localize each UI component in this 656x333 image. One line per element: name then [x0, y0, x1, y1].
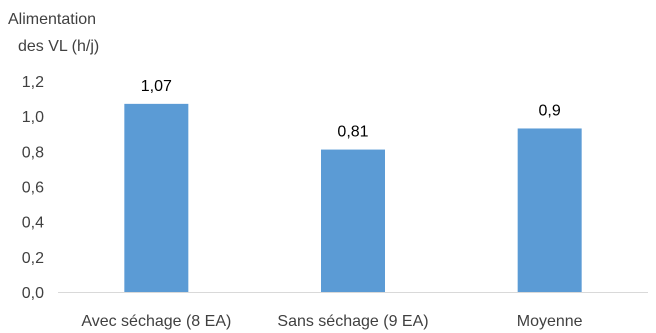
y-axis-label-line-2: des VL (h/j) [18, 38, 99, 55]
x-category-label: Moyenne [517, 313, 583, 330]
bar [321, 149, 385, 292]
bar [124, 103, 189, 292]
y-tick-label: 0,4 [22, 215, 44, 232]
y-axis-ticks: 0,0 0,2 0,4 0,6 0,8 1,0 1,2 [22, 74, 44, 302]
y-tick-label: 1,2 [22, 74, 44, 91]
y-tick-label: 1,0 [22, 109, 44, 126]
data-label: 0,9 [539, 102, 561, 119]
y-tick-label: 0,2 [22, 250, 44, 267]
x-axis-categories: Avec séchage (8 EA) Sans séchage (9 EA) Mo… [81, 313, 582, 330]
x-category-label: Avec séchage (8 EA) [81, 313, 231, 330]
data-label: 0,81 [337, 124, 368, 141]
bars [124, 103, 582, 292]
y-tick-label: 0,8 [22, 144, 44, 161]
y-tick-label: 0,0 [22, 285, 44, 302]
data-labels: 1,07 0,81 0,9 [141, 78, 561, 141]
bar [517, 128, 582, 292]
y-tick-label: 0,6 [22, 180, 44, 197]
x-category-label: Sans séchage (9 EA) [277, 313, 428, 330]
y-axis-label-line-1: Alimentation [8, 11, 96, 28]
data-label: 1,07 [141, 78, 172, 95]
